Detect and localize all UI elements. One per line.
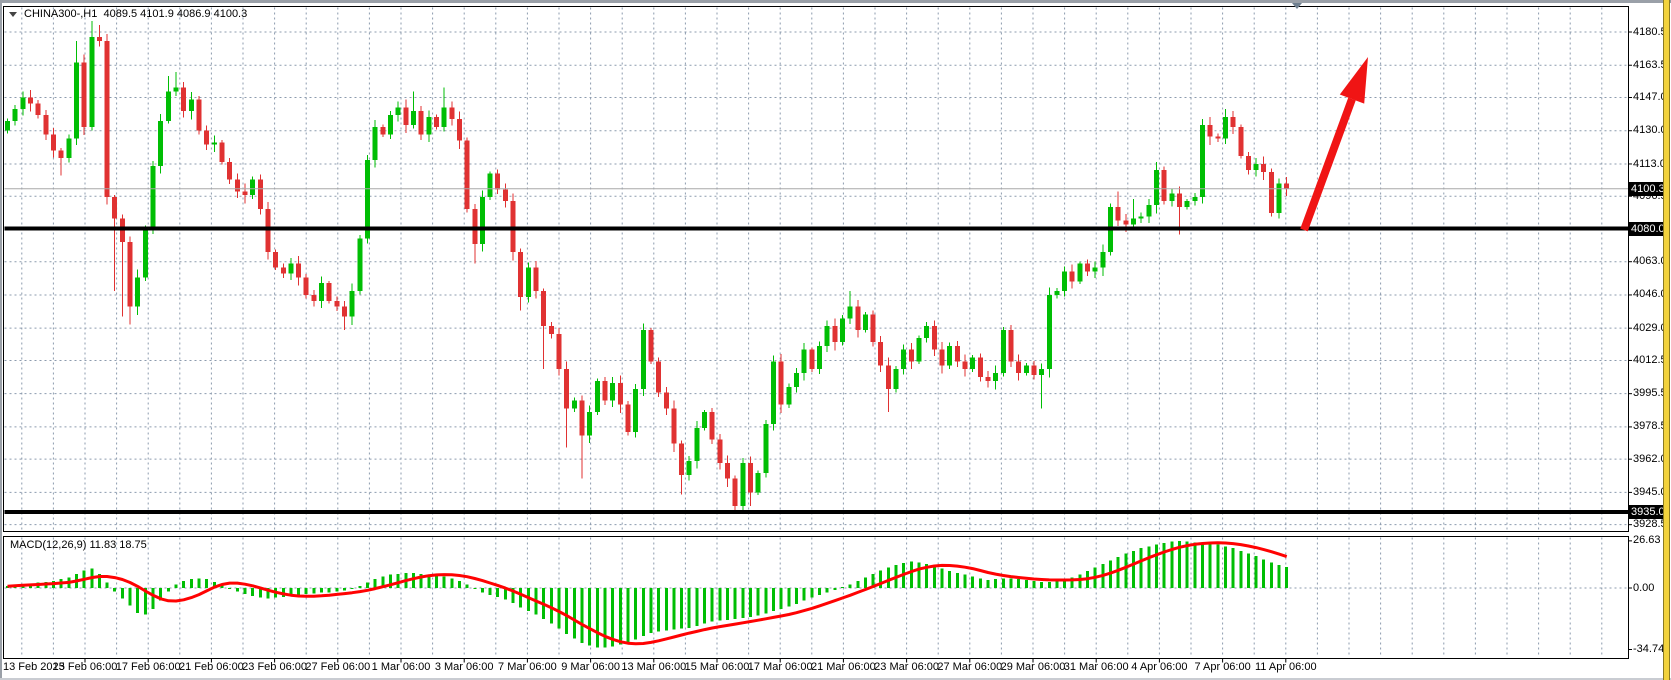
price-tick-label: 4180.5 bbox=[1633, 25, 1667, 38]
price-tick-label: 4063.0 bbox=[1633, 255, 1667, 268]
level-badge: 3935.0 bbox=[1628, 505, 1666, 519]
time-tick-label: 21 Feb 06:00 bbox=[178, 661, 244, 673]
time-tick-label: 4 Apr 06:00 bbox=[1131, 661, 1188, 673]
symbol-dropdown-icon[interactable] bbox=[9, 12, 17, 17]
price-tick-label: 3928.5 bbox=[1633, 518, 1667, 531]
time-tick-label: 1 Mar 06:00 bbox=[371, 661, 431, 673]
time-tick-label: 21 Mar 06:00 bbox=[810, 661, 876, 673]
macd-signal-line bbox=[7, 541, 1288, 646]
chart-title: CHINA300-,H1 4089.5 4101.9 4086.9 4100.3 bbox=[24, 8, 247, 20]
candles-series bbox=[5, 21, 1290, 512]
trend-arrow[interactable] bbox=[1300, 57, 1368, 232]
time-tick-label: 29 Mar 06:00 bbox=[1000, 661, 1066, 673]
chart-title-symbol: CHINA300-,H1 bbox=[24, 8, 98, 20]
time-tick-label: 27 Feb 06:00 bbox=[305, 661, 371, 673]
macd-scale-min: -34.74 bbox=[1633, 643, 1665, 655]
scroll-anchor-icon[interactable] bbox=[1292, 3, 1302, 9]
price-tick-label: 4163.5 bbox=[1633, 58, 1667, 71]
window-edge-strip bbox=[1663, 0, 1670, 680]
time-tick-label: 9 Mar 06:00 bbox=[561, 661, 620, 673]
time-tick-label: 15 Mar 06:00 bbox=[684, 661, 750, 673]
macd-scale-max: 26.63 bbox=[1633, 534, 1661, 547]
price-tick-label: 4113.0 bbox=[1633, 157, 1666, 170]
level-lines[interactable] bbox=[4, 226, 1629, 514]
time-tick-label: 11 Apr 06:00 bbox=[1255, 661, 1317, 673]
window-frame-bottom bbox=[0, 678, 1671, 680]
time-tick-label: 7 Apr 06:00 bbox=[1194, 661, 1251, 673]
macd-histogram bbox=[6, 540, 1289, 648]
time-tick-label: 27 Mar 06:00 bbox=[937, 661, 1003, 673]
window-frame-top bbox=[0, 0, 1671, 3]
price-tick-label: 3995.5 bbox=[1633, 387, 1667, 400]
time-tick-label: 15 Feb 06:00 bbox=[52, 661, 118, 673]
main-panel-border bbox=[3, 6, 1629, 532]
price-tick-label: 4130.0 bbox=[1633, 124, 1667, 137]
price-tick-label: 4012.5 bbox=[1633, 353, 1667, 366]
time-tick-label: 17 Feb 06:00 bbox=[115, 661, 181, 673]
time-tick-label: 13 Feb 2023 bbox=[3, 661, 65, 673]
macd-scale-zero: 0.00 bbox=[1633, 581, 1655, 594]
time-tick-label: 13 Mar 06:00 bbox=[621, 661, 687, 673]
time-tick-label: 23 Mar 06:00 bbox=[874, 661, 939, 673]
current-price-badge: 4100.3 bbox=[1628, 181, 1666, 196]
window-frame-left bbox=[0, 0, 2, 680]
price-tick-label: 3978.5 bbox=[1633, 420, 1667, 433]
time-tick-label: 23 Feb 06:00 bbox=[242, 661, 308, 673]
time-tick-label: 7 Mar 06:00 bbox=[498, 661, 557, 673]
price-tick-label: 4029.0 bbox=[1633, 321, 1667, 334]
time-tick-label: 31 Mar 06:00 bbox=[1063, 661, 1129, 673]
price-tick-label: 3945.0 bbox=[1633, 485, 1667, 498]
time-tick-label: 3 Mar 06:00 bbox=[434, 661, 494, 673]
macd-label: MACD(12,26,9) 11.83 18.75 bbox=[10, 539, 147, 551]
chart-title-ohlc: 4089.5 4101.9 4086.9 4100.3 bbox=[103, 8, 248, 20]
time-tick-label: 17 Mar 06:00 bbox=[747, 661, 813, 673]
macd-panel-border bbox=[3, 536, 1629, 659]
price-tick-label: 4147.0 bbox=[1633, 91, 1667, 103]
level-badge: 4080.0 bbox=[1628, 221, 1666, 236]
macd-indicator-name: MACD(12,26,9) bbox=[10, 539, 87, 551]
price-tick-label: 4046.0 bbox=[1633, 288, 1667, 301]
macd-indicator-values: 11.83 18.75 bbox=[89, 539, 147, 551]
price-tick-label: 3962.0 bbox=[1633, 452, 1667, 465]
